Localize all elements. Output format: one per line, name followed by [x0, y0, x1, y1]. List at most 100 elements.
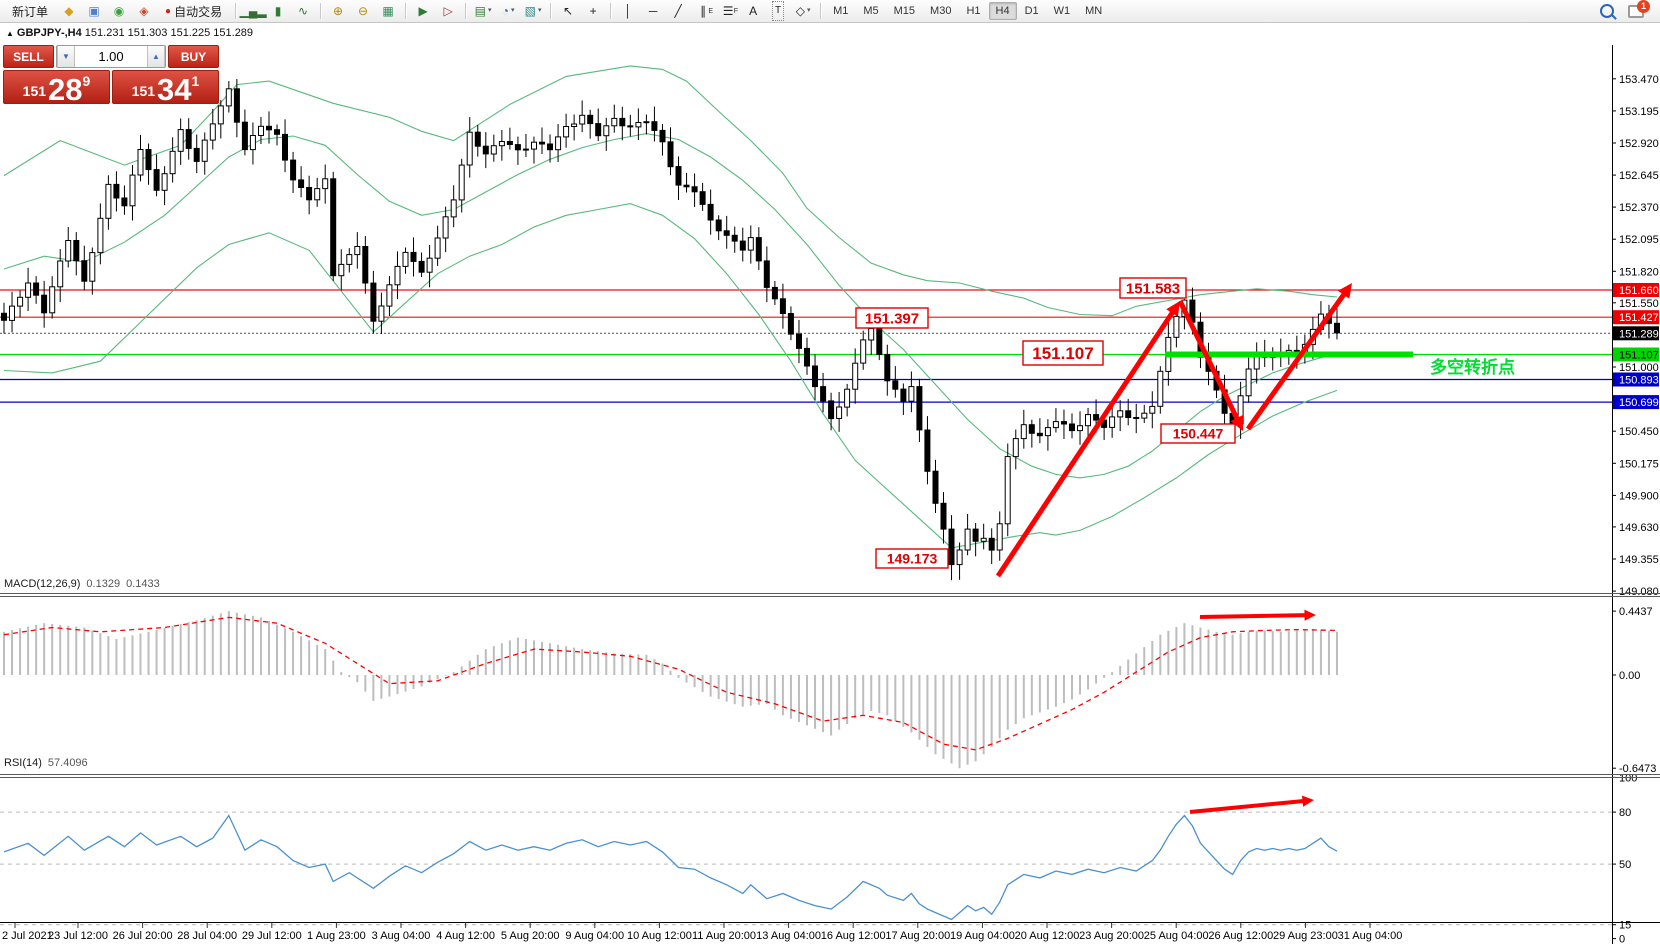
label-icon[interactable]: T [766, 1, 790, 21]
sell-button[interactable]: SELL [3, 45, 54, 68]
trend-arrow-1[interactable] [995, 301, 1180, 578]
buy-price-figure: 151 [131, 83, 156, 99]
buy-button[interactable]: BUY [168, 45, 219, 68]
timeframe-w1[interactable]: W1 [1053, 5, 1071, 17]
mail-icon[interactable]: ◆ [64, 4, 74, 18]
svg-text:50: 50 [1619, 859, 1631, 871]
zoom-out-icon[interactable]: ⊖ [358, 4, 369, 18]
macd-name: MACD(12,26,9) [4, 578, 81, 590]
svg-text:153.195: 153.195 [1619, 106, 1659, 118]
timeframe-mn[interactable]: MN [1085, 5, 1103, 17]
volume-value[interactable]: 1.00 [98, 49, 124, 64]
price-annotation-151.583[interactable]: 151.583 [1119, 277, 1187, 299]
svg-text:149.173: 149.173 [887, 551, 938, 567]
macd-signal-line [3, 616, 1338, 751]
rsi-name: RSI(14) [4, 757, 42, 769]
signal-icon[interactable]: ◉ [113, 4, 125, 18]
svg-text:149.630: 149.630 [1619, 522, 1659, 534]
svg-text:150.175: 150.175 [1619, 458, 1659, 470]
timeframe-m1[interactable]: M1 [833, 5, 849, 17]
svg-text:150.447: 150.447 [1173, 426, 1224, 442]
indicators-icon[interactable]: ▧ ▾ [524, 4, 542, 18]
pane-splitter-2[interactable] [0, 774, 1660, 778]
chart-canvas[interactable]: 151.583 151.397 151.107 150.447 149.173 多空转折点… [0, 23, 1660, 946]
price-annotation-149.173[interactable]: 149.173 [875, 548, 949, 569]
indicator-arrow-1[interactable] [1199, 609, 1316, 621]
fibonacci-icon[interactable]: ☰ F [722, 4, 739, 18]
volume-down-button[interactable]: ▼ [57, 46, 75, 67]
volume-stepper[interactable]: ▼ 1.00 ▲ [56, 45, 166, 68]
support-zone-bar[interactable] [1165, 351, 1413, 358]
timeframe-m15[interactable]: M15 [893, 5, 916, 17]
cursor-icon[interactable]: ↖ [563, 4, 574, 18]
svg-text:150.699: 150.699 [1619, 397, 1659, 409]
chat-icon[interactable]: 1 [1628, 0, 1650, 18]
toolbar-separator [405, 3, 407, 19]
buy-price[interactable]: 151 34 1 [112, 70, 219, 105]
toolbar-separator [820, 3, 822, 19]
svg-text:23 Jul 12:00: 23 Jul 12:00 [48, 930, 108, 942]
hline-icon[interactable]: ─ [648, 4, 658, 18]
channel-icon[interactable]: ∥ E [700, 4, 714, 18]
svg-text:25 Aug 04:00: 25 Aug 04:00 [1144, 930, 1209, 942]
svg-text:80: 80 [1619, 807, 1631, 819]
macd-signal-value: 0.1433 [126, 578, 160, 590]
market-icon[interactable]: ◈ [139, 4, 149, 18]
svg-text:151.107: 151.107 [1619, 350, 1659, 362]
line-chart-icon[interactable]: ∿ [298, 4, 309, 18]
timeframe-h4[interactable]: H4 [988, 2, 1017, 20]
svg-text:152.370: 152.370 [1619, 202, 1659, 214]
new-order-button[interactable]: 新订单 [12, 4, 49, 19]
ohlc-close: 151.289 [213, 27, 254, 39]
svg-text:20 Aug 12:00: 20 Aug 12:00 [1015, 930, 1080, 942]
price-annotation-150.447[interactable]: 150.447 [1160, 423, 1236, 444]
zoom-in-icon[interactable]: ⊕ [333, 4, 344, 18]
pane-splitter-1[interactable] [0, 593, 1660, 597]
rsi-value: 57.4096 [47, 757, 88, 769]
shapes-icon[interactable]: ◇ ▾ [795, 4, 811, 18]
price-annotation-151.107[interactable]: 151.107 [1022, 340, 1104, 366]
auto-scroll-icon[interactable]: ▶ [418, 4, 428, 18]
svg-text:4 Aug 12:00: 4 Aug 12:00 [436, 930, 495, 942]
svg-text:149.080: 149.080 [1619, 586, 1659, 598]
autotrading-button-icon: ● [165, 5, 172, 17]
new-chart-icon[interactable]: ▤ ▾ [474, 4, 492, 18]
timeframe-d1[interactable]: D1 [1024, 5, 1039, 17]
svg-text:16 Aug 12:00: 16 Aug 12:00 [821, 930, 886, 942]
community-icon[interactable]: ▣ [88, 4, 100, 18]
price-scale[interactable]: 153.470 153.195 152.920 152.645 152.370 152.0… [1612, 45, 1659, 944]
svg-text:0: 0 [1619, 934, 1625, 946]
svg-text:13 Aug 04:00: 13 Aug 04:00 [756, 930, 821, 942]
crosshair-icon[interactable]: + [589, 4, 597, 18]
text-icon[interactable]: A [749, 4, 758, 18]
toolbar-separator [235, 3, 237, 19]
tile-windows-icon[interactable]: ▦ [382, 4, 394, 18]
indicator-arrow-2[interactable] [1189, 795, 1314, 814]
ohlc-open: 151.231 [84, 27, 125, 39]
bar-chart-icon[interactable]: ▁▄▂ [239, 4, 267, 18]
svg-text:29 Jul 12:00: 29 Jul 12:00 [242, 930, 302, 942]
trendline-icon[interactable]: ╱ [674, 4, 682, 18]
chart-shift-icon[interactable]: ▷ [443, 4, 453, 18]
price-annotation-151.397[interactable]: 151.397 [855, 307, 929, 329]
search-icon[interactable] [1600, 4, 1614, 18]
timeframe-m5[interactable]: M5 [863, 5, 879, 17]
svg-text:29 Aug 23:00: 29 Aug 23:00 [1273, 930, 1338, 942]
vline-icon[interactable]: │ [624, 4, 632, 18]
timeframe-h1[interactable]: H1 [966, 5, 981, 17]
timeframe-m30[interactable]: M30 [930, 5, 952, 17]
autotrading-button[interactable]: ● 自动交易 [165, 4, 223, 19]
chart-area: 151.583 151.397 151.107 150.447 149.173 多空转折点… [0, 23, 1660, 946]
candlestick-chart-icon[interactable]: ▮ [274, 4, 282, 18]
volume-up-button[interactable]: ▲ [147, 46, 165, 67]
svg-text:152.095: 152.095 [1619, 234, 1659, 246]
svg-text:151.427: 151.427 [1619, 312, 1659, 324]
one-click-trading-panel: SELL ▼ 1.00 ▲ BUY 151 28 9 151 34 1 [3, 45, 219, 105]
bull-bear-note[interactable]: 多空转折点 [1430, 357, 1515, 377]
trend-arrow-3[interactable] [1245, 283, 1352, 431]
periods-icon[interactable]: ◔ ▾ [501, 4, 515, 18]
trend-arrow-2[interactable] [1177, 299, 1243, 431]
sell-price[interactable]: 151 28 9 [3, 70, 110, 105]
